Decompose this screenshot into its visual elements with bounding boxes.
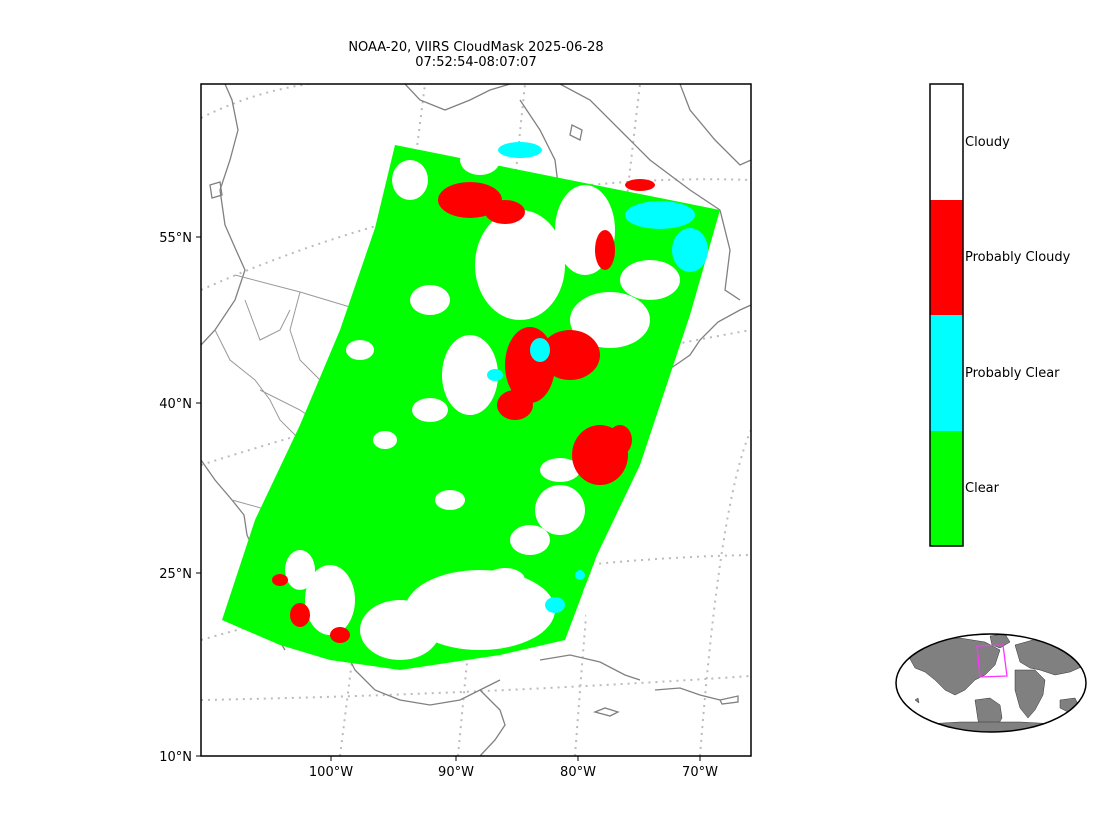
colorbar-label-probably-clear: Probably Clear (965, 366, 1060, 381)
colorbar-swatch-cloudy (930, 84, 963, 200)
colorbar-label-probably-cloudy: Probably Cloudy (965, 250, 1071, 265)
colorbar: Cloudy Probably Cloudy Probably Clear Cl… (929, 83, 1071, 547)
colorbar-swatch-probably-cloudy (930, 200, 963, 315)
colorbar-swatch-clear (930, 431, 963, 546)
lon-tick-label: 70°W (682, 765, 718, 780)
inset-swath-outline (976, 644, 1008, 678)
lon-tick-label: 80°W (560, 765, 596, 780)
inset-globe (895, 633, 1087, 733)
map-frame (200, 83, 752, 757)
main-map (201, 84, 751, 756)
colorbar-frame (929, 83, 964, 547)
lat-tick-label: 55°N (159, 231, 192, 246)
axis-ticks (196, 236, 701, 761)
lat-tick-label: 40°N (159, 397, 192, 412)
colorbar-label-cloudy: Cloudy (965, 135, 1010, 150)
colorbar-swatch-probably-clear (930, 315, 963, 431)
title-line-1: NOAA-20, VIIRS CloudMask 2025-06-28 (348, 40, 604, 55)
colorbar-label-clear: Clear (965, 481, 1000, 496)
lat-tick-label: 10°N (159, 750, 192, 765)
lon-tick-label: 100°W (309, 765, 353, 780)
lon-tick-label: 90°W (438, 765, 474, 780)
title-line-2: 07:52:54-08:07:07 (415, 55, 537, 70)
inset-globe-outline (895, 633, 1087, 733)
cloud-mask-swath (222, 142, 720, 670)
lat-tick-label: 25°N (159, 567, 192, 582)
